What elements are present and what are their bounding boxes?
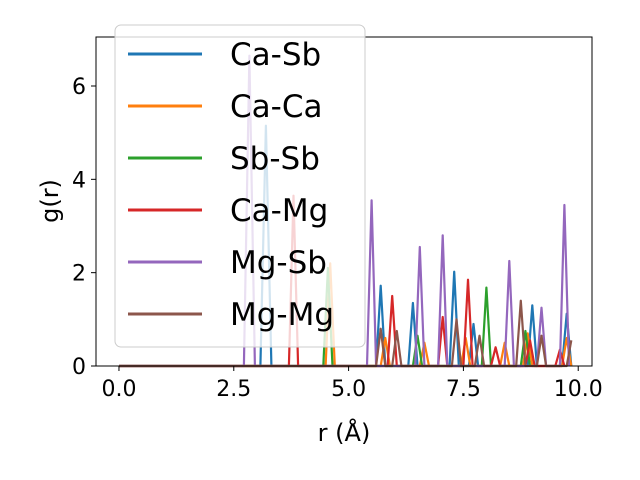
y-axis-label: g(r) <box>36 179 64 223</box>
y-tick-label: 0 <box>72 355 86 380</box>
x-tick-label: 5.0 <box>331 377 366 402</box>
x-axis-ticks: 0.0 2.5 5.0 7.5 10.0 <box>101 366 603 402</box>
legend-label-ca-sb: Ca-Sb <box>230 37 321 73</box>
x-tick-label: 0.0 <box>101 377 136 402</box>
y-tick-label: 2 <box>72 262 86 287</box>
x-tick-label: 2.5 <box>216 377 251 402</box>
legend-label-mg-sb: Mg-Sb <box>230 245 327 281</box>
legend: Ca-Sb Ca-Ca Sb-Sb Ca-Mg Mg-Sb Mg-Mg <box>114 24 366 348</box>
y-tick-label: 4 <box>72 168 86 193</box>
x-tick-label: 7.5 <box>446 377 481 402</box>
x-axis-label: r (Å) <box>318 418 371 447</box>
legend-label-sb-sb: Sb-Sb <box>230 141 320 177</box>
y-axis-ticks: 0 2 4 6 <box>72 75 96 380</box>
legend-label-mg-mg: Mg-Mg <box>230 297 334 333</box>
y-tick-label: 6 <box>72 75 86 100</box>
x-tick-label: 10.0 <box>554 377 603 402</box>
legend-label-ca-ca: Ca-Ca <box>230 89 322 125</box>
legend-label-ca-mg: Ca-Mg <box>230 193 328 229</box>
